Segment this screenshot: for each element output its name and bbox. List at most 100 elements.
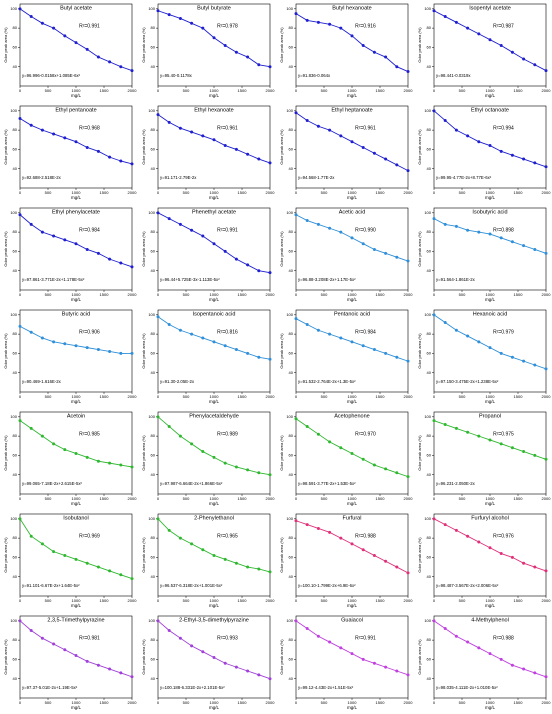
data-point (74, 41, 78, 45)
y-tick-label: 80 (13, 127, 18, 132)
x-tick-label: 500 (183, 598, 190, 603)
panel-title: Butyl butyrate (197, 5, 231, 11)
series-line (19, 326, 132, 354)
data-point (167, 528, 171, 532)
panel-title: Butyl hexanoate (332, 5, 371, 11)
r-squared: R²=0.916 (355, 23, 376, 29)
r-squared: R²=0.970 (355, 431, 376, 437)
data-point (294, 213, 298, 217)
data-point (18, 213, 22, 217)
x-axis-label: mg/L (71, 297, 82, 302)
x-axis-label: mg/L (485, 93, 496, 98)
x-tick-label: 500 (459, 496, 466, 501)
data-point (454, 528, 458, 532)
panel-title: 4-Methylphenol (471, 617, 509, 623)
x-axis-label: mg/L (71, 399, 82, 404)
data-point (443, 627, 447, 631)
data-point (544, 69, 548, 73)
y-axis-label: Odor peak area (%) (3, 333, 8, 369)
data-point (477, 540, 481, 544)
data-point (201, 234, 205, 238)
x-axis-label: mg/L (209, 705, 220, 710)
data-point (130, 465, 134, 469)
panel-title: Isobutanol (63, 515, 88, 521)
x-tick-label: 0 (157, 190, 160, 195)
x-tick-label: 1500 (100, 598, 110, 603)
x-tick-label: 2000 (266, 292, 276, 297)
data-point (18, 419, 22, 423)
data-point (443, 118, 447, 122)
data-point (212, 138, 216, 142)
data-point (454, 20, 458, 24)
x-tick-label: 1500 (100, 394, 110, 399)
data-point (108, 667, 112, 671)
y-axis-label: Odor peak area (%) (417, 435, 422, 471)
equation: y=91.564-1.861E-2x (436, 277, 476, 282)
panel-title: 2-Phenylethanol (194, 515, 234, 521)
data-point (246, 351, 250, 355)
y-tick-label: 40 (289, 64, 294, 69)
y-tick-label: 100 (10, 108, 17, 113)
x-axis-label: mg/L (347, 501, 358, 506)
x-axis-label: mg/L (347, 399, 358, 404)
y-tick-label: 80 (427, 25, 432, 30)
data-point (29, 330, 33, 334)
data-point (328, 128, 332, 132)
x-tick-label: 500 (321, 496, 328, 501)
y-axis-label: Odor peak area (%) (141, 333, 146, 369)
equation: y=95.40-0.1178x (160, 73, 193, 78)
r-squared: R²=0.965 (217, 533, 238, 539)
y-axis-label: Odor peak area (%) (141, 537, 146, 573)
x-tick-label: 1500 (100, 88, 110, 93)
panel-title: Butyl acetate (60, 5, 92, 11)
y-tick-label: 40 (289, 370, 294, 375)
data-point (63, 448, 67, 452)
y-tick-label: 60 (427, 248, 432, 253)
x-tick-label: 1500 (238, 88, 248, 93)
data-point (246, 55, 250, 59)
y-tick-label: 60 (13, 146, 18, 151)
x-tick-label: 1000 (210, 394, 220, 399)
data-point (178, 636, 182, 640)
panel-title: Pentanoic acid (334, 311, 370, 317)
x-tick-label: 500 (183, 394, 190, 399)
data-point (268, 271, 272, 275)
r-squared: R²=0.987 (493, 23, 514, 29)
equation: y=91.101-6.67E-2x+1.64E-5x² (22, 583, 80, 588)
y-tick-label: 40 (13, 268, 18, 273)
data-point (316, 222, 320, 226)
x-tick-label: 0 (19, 700, 22, 705)
y-tick-label: 100 (286, 6, 293, 11)
data-point (395, 565, 399, 569)
r-squared: R²=0.991 (217, 227, 238, 233)
x-tick-label: 500 (183, 190, 190, 195)
data-point (522, 359, 526, 363)
y-tick-label: 100 (424, 6, 431, 11)
data-point (234, 50, 238, 54)
y-tick-label: 40 (151, 64, 156, 69)
data-point (395, 471, 399, 475)
x-tick-label: 0 (433, 190, 436, 195)
y-tick-label: 60 (151, 44, 156, 49)
data-point (316, 20, 320, 24)
data-point (328, 226, 332, 230)
data-point (466, 640, 470, 644)
y-tick-label: 80 (151, 127, 156, 132)
x-tick-label: 1000 (486, 394, 496, 399)
y-tick-label: 40 (427, 370, 432, 375)
data-point (395, 255, 399, 259)
data-point (544, 367, 548, 371)
data-point (40, 336, 44, 340)
data-point (74, 140, 78, 144)
panel-title: Phenylacetaldehyde (189, 413, 239, 419)
r-squared: R²=0.991 (79, 23, 100, 29)
x-tick-label: 1500 (376, 394, 386, 399)
data-point (156, 113, 160, 117)
panel-title: Butyric acid (62, 311, 90, 317)
y-tick-label: 60 (427, 554, 432, 559)
equation: y=90.469-1.616E-2x (22, 379, 62, 384)
x-tick-label: 1000 (72, 88, 82, 93)
data-point (223, 144, 227, 148)
data-point (234, 147, 238, 151)
y-tick-label: 60 (427, 452, 432, 457)
